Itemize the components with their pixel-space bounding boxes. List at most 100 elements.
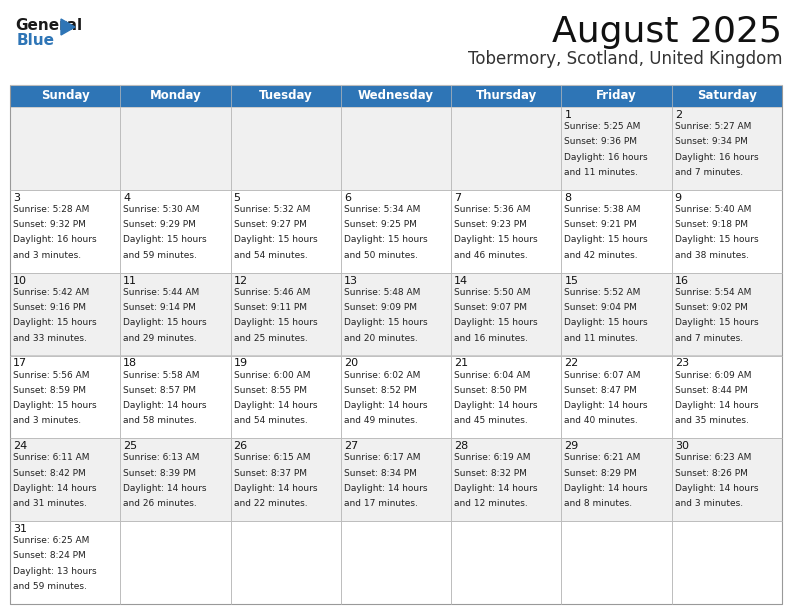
Text: Sunset: 9:09 PM: Sunset: 9:09 PM <box>344 303 417 312</box>
Text: Sunrise: 6:15 AM: Sunrise: 6:15 AM <box>234 453 310 462</box>
Text: Sunrise: 5:54 AM: Sunrise: 5:54 AM <box>675 288 751 297</box>
Bar <box>120 438 230 521</box>
Text: Daylight: 14 hours: Daylight: 14 hours <box>565 484 648 493</box>
Bar <box>341 521 451 604</box>
Text: Sunset: 8:24 PM: Sunset: 8:24 PM <box>13 551 86 561</box>
Text: 6: 6 <box>344 193 351 203</box>
Text: and 7 minutes.: and 7 minutes. <box>675 168 743 177</box>
Text: Daylight: 15 hours: Daylight: 15 hours <box>565 318 648 327</box>
Text: Daylight: 15 hours: Daylight: 15 hours <box>13 318 97 327</box>
Text: Sunrise: 6:25 AM: Sunrise: 6:25 AM <box>13 536 89 545</box>
Bar <box>10 273 120 356</box>
Bar <box>120 521 230 604</box>
Text: Daylight: 15 hours: Daylight: 15 hours <box>454 236 538 244</box>
Text: Daylight: 14 hours: Daylight: 14 hours <box>454 484 538 493</box>
Text: Sunrise: 6:00 AM: Sunrise: 6:00 AM <box>234 370 310 379</box>
Bar <box>10 85 782 604</box>
Text: and 26 minutes.: and 26 minutes. <box>124 499 197 508</box>
Text: August 2025: August 2025 <box>552 15 782 49</box>
Text: Sunset: 9:11 PM: Sunset: 9:11 PM <box>234 303 307 312</box>
Text: 20: 20 <box>344 359 358 368</box>
Bar <box>230 85 341 107</box>
Text: and 38 minutes.: and 38 minutes. <box>675 251 748 259</box>
Text: Tuesday: Tuesday <box>259 89 313 102</box>
Bar <box>562 190 672 273</box>
Text: 16: 16 <box>675 275 689 286</box>
Text: 23: 23 <box>675 359 689 368</box>
Text: and 8 minutes.: and 8 minutes. <box>565 499 633 508</box>
Text: 8: 8 <box>565 193 572 203</box>
Text: Daylight: 15 hours: Daylight: 15 hours <box>234 318 318 327</box>
Text: Sunrise: 6:21 AM: Sunrise: 6:21 AM <box>565 453 641 462</box>
Bar <box>10 85 120 107</box>
Text: and 20 minutes.: and 20 minutes. <box>344 334 417 343</box>
Bar <box>10 190 120 273</box>
Text: Sunrise: 5:36 AM: Sunrise: 5:36 AM <box>454 205 531 214</box>
Text: Sunset: 9:34 PM: Sunset: 9:34 PM <box>675 137 748 146</box>
Bar <box>230 438 341 521</box>
Text: Daylight: 14 hours: Daylight: 14 hours <box>234 484 317 493</box>
Text: 5: 5 <box>234 193 241 203</box>
Text: Daylight: 13 hours: Daylight: 13 hours <box>13 567 97 576</box>
Text: Sunset: 9:02 PM: Sunset: 9:02 PM <box>675 303 748 312</box>
Text: Daylight: 15 hours: Daylight: 15 hours <box>234 236 318 244</box>
Bar <box>672 190 782 273</box>
Text: Daylight: 14 hours: Daylight: 14 hours <box>675 484 758 493</box>
Text: Sunrise: 5:46 AM: Sunrise: 5:46 AM <box>234 288 310 297</box>
Text: Daylight: 15 hours: Daylight: 15 hours <box>344 318 428 327</box>
Text: Sunset: 9:36 PM: Sunset: 9:36 PM <box>565 137 638 146</box>
Text: Sunrise: 5:44 AM: Sunrise: 5:44 AM <box>124 288 200 297</box>
Text: and 35 minutes.: and 35 minutes. <box>675 416 748 425</box>
Text: Sunset: 9:18 PM: Sunset: 9:18 PM <box>675 220 748 229</box>
Bar <box>672 356 782 438</box>
Text: Daylight: 15 hours: Daylight: 15 hours <box>675 236 758 244</box>
Bar <box>10 521 120 604</box>
Text: 3: 3 <box>13 193 20 203</box>
Text: and 58 minutes.: and 58 minutes. <box>124 416 197 425</box>
Bar <box>562 438 672 521</box>
Text: Sunset: 9:25 PM: Sunset: 9:25 PM <box>344 220 417 229</box>
Text: Sunset: 8:47 PM: Sunset: 8:47 PM <box>565 386 638 395</box>
Text: and 3 minutes.: and 3 minutes. <box>13 251 81 259</box>
Text: and 54 minutes.: and 54 minutes. <box>234 251 307 259</box>
Text: General: General <box>15 18 82 33</box>
Text: Sunday: Sunday <box>40 89 89 102</box>
Bar <box>10 107 120 190</box>
Text: 2: 2 <box>675 110 682 120</box>
Text: Daylight: 15 hours: Daylight: 15 hours <box>675 318 758 327</box>
Text: Daylight: 16 hours: Daylight: 16 hours <box>13 236 97 244</box>
Text: Daylight: 14 hours: Daylight: 14 hours <box>124 484 207 493</box>
Text: Thursday: Thursday <box>476 89 537 102</box>
Text: 1: 1 <box>565 110 572 120</box>
Bar <box>451 273 562 356</box>
Text: Sunset: 8:34 PM: Sunset: 8:34 PM <box>344 469 417 477</box>
Text: and 45 minutes.: and 45 minutes. <box>454 416 528 425</box>
Bar <box>341 273 451 356</box>
Text: 17: 17 <box>13 359 27 368</box>
Text: Sunrise: 5:56 AM: Sunrise: 5:56 AM <box>13 370 89 379</box>
Text: and 11 minutes.: and 11 minutes. <box>565 334 638 343</box>
Text: and 31 minutes.: and 31 minutes. <box>13 499 87 508</box>
Text: Sunrise: 6:07 AM: Sunrise: 6:07 AM <box>565 370 641 379</box>
Text: Sunrise: 5:50 AM: Sunrise: 5:50 AM <box>454 288 531 297</box>
Text: and 50 minutes.: and 50 minutes. <box>344 251 417 259</box>
Text: 25: 25 <box>124 441 137 451</box>
Text: Sunset: 8:50 PM: Sunset: 8:50 PM <box>454 386 527 395</box>
Text: Daylight: 14 hours: Daylight: 14 hours <box>344 484 428 493</box>
Bar <box>10 356 120 438</box>
Text: Saturday: Saturday <box>697 89 757 102</box>
Text: Daylight: 14 hours: Daylight: 14 hours <box>234 401 317 410</box>
Bar <box>230 107 341 190</box>
Bar <box>120 356 230 438</box>
Text: and 59 minutes.: and 59 minutes. <box>124 251 197 259</box>
Text: and 59 minutes.: and 59 minutes. <box>13 582 87 591</box>
Text: 19: 19 <box>234 359 248 368</box>
Text: Sunset: 8:59 PM: Sunset: 8:59 PM <box>13 386 86 395</box>
Text: Blue: Blue <box>17 33 55 48</box>
Text: and 17 minutes.: and 17 minutes. <box>344 499 417 508</box>
Bar <box>451 107 562 190</box>
Text: and 12 minutes.: and 12 minutes. <box>454 499 528 508</box>
Text: Daylight: 14 hours: Daylight: 14 hours <box>565 401 648 410</box>
Text: Sunset: 9:32 PM: Sunset: 9:32 PM <box>13 220 86 229</box>
Text: 12: 12 <box>234 275 248 286</box>
